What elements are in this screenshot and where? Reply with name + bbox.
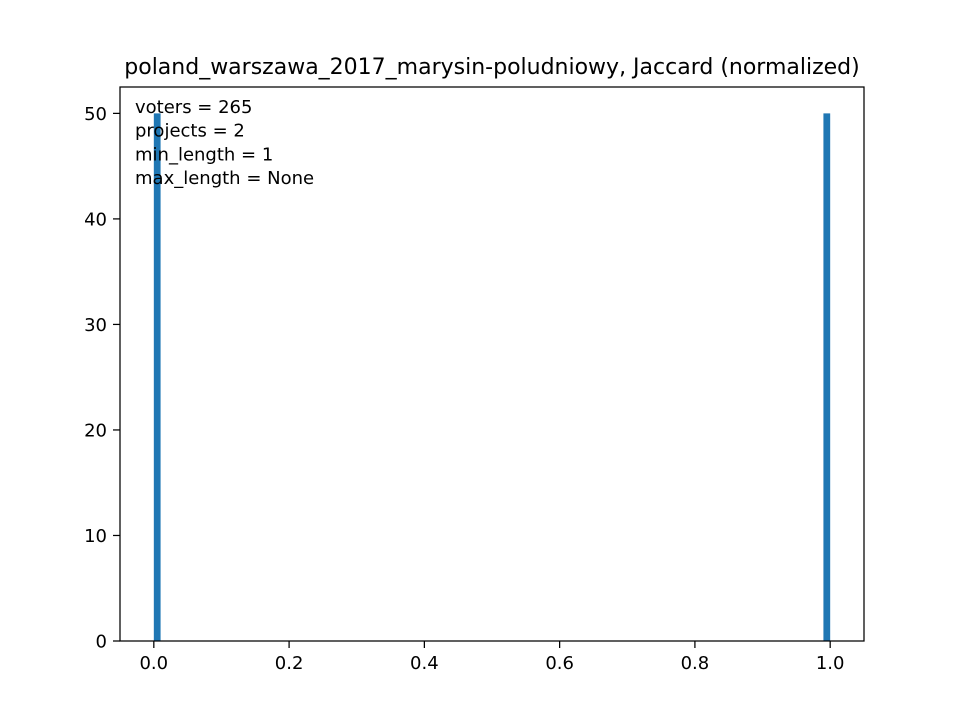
histogram-bar xyxy=(823,113,831,641)
x-tick-label: 0.6 xyxy=(545,653,574,674)
y-tick-label: 0 xyxy=(96,632,107,653)
x-tick-label: 0.2 xyxy=(275,653,304,674)
y-tick-label: 10 xyxy=(84,526,107,547)
y-tick-label: 50 xyxy=(84,104,107,125)
plot-frame xyxy=(119,86,865,642)
y-tick-label: 40 xyxy=(84,209,107,230)
x-tick-label: 0.0 xyxy=(139,653,168,674)
y-axis: 0 10 20 30 40 50 xyxy=(84,104,120,653)
x-axis: 0.0 0.2 0.4 0.6 0.8 1.0 xyxy=(139,641,845,674)
x-tick-label: 1.0 xyxy=(816,653,845,674)
y-tick-label: 20 xyxy=(84,420,107,441)
chart-title: poland_warszawa_2017_marysin-poludniowy,… xyxy=(124,55,859,80)
annotation-line: projects = 2 xyxy=(135,121,245,142)
annotation-line: max_length = None xyxy=(135,168,314,189)
x-tick-label: 0.8 xyxy=(681,653,710,674)
bars-group xyxy=(153,113,831,641)
x-tick-label: 0.4 xyxy=(410,653,439,674)
histogram-bar xyxy=(153,113,161,641)
annotation-line: voters = 265 xyxy=(135,97,252,118)
y-tick-label: 30 xyxy=(84,315,107,336)
annotation-line: min_length = 1 xyxy=(135,144,273,165)
